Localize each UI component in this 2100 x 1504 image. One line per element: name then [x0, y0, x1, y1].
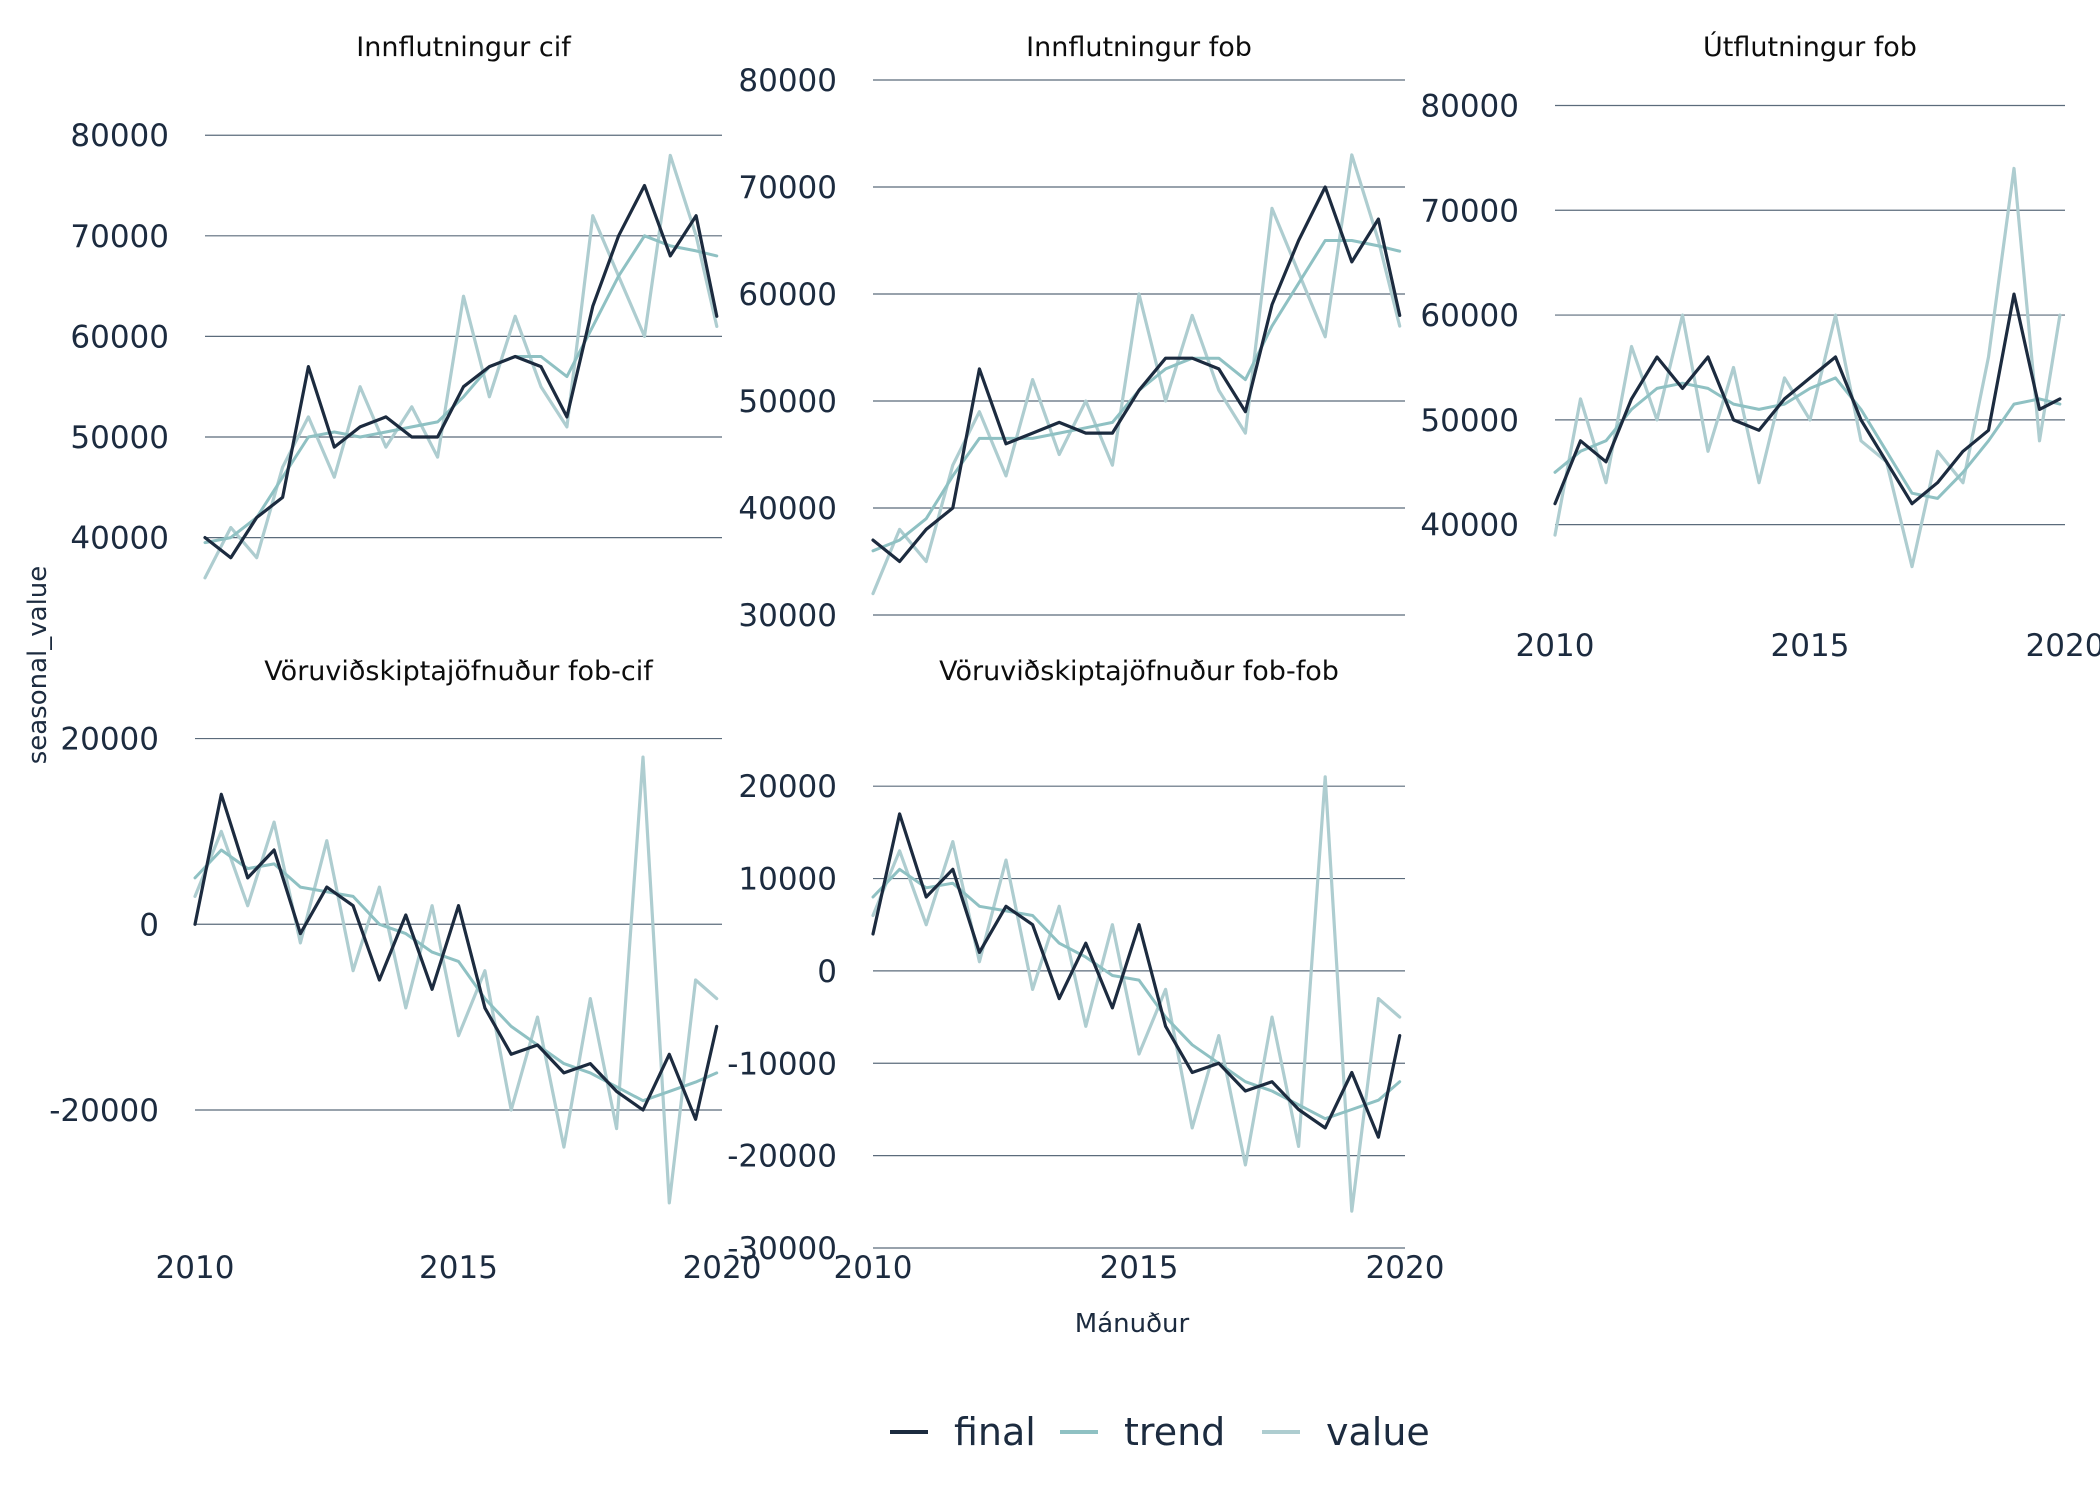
y-tick-label: 40000 — [70, 521, 169, 557]
y-tick-label: 70000 — [1420, 193, 1519, 229]
panel-title: Vöruviðskiptajöfnuður fob-cif — [264, 656, 654, 687]
y-tick-label: 50000 — [1420, 403, 1519, 439]
legend-label-final: final — [954, 1410, 1036, 1454]
series-line-final — [871, 812, 1402, 1139]
series-line-trend — [871, 867, 1402, 1121]
y-tick-label: 30000 — [738, 598, 837, 634]
y-tick-label: 50000 — [738, 384, 837, 420]
y-tick-label: 60000 — [70, 319, 169, 355]
y-tick-label: -10000 — [727, 1046, 837, 1082]
series-line-trend — [203, 234, 719, 545]
x-tick-label: 2010 — [156, 1250, 235, 1286]
panel-4: Vöruviðskiptajöfnuður fob-cif -20000 0 2000… — [49, 656, 761, 1286]
x-tick-label: 2015 — [1771, 628, 1850, 664]
series-line-trend — [193, 848, 719, 1103]
y-tick-label: 50000 — [70, 420, 169, 456]
x-tick-label: 2020 — [683, 1250, 762, 1286]
panel-title: Innflutningur cif — [356, 32, 572, 63]
panel-title: Innflutningur fob — [1026, 32, 1252, 63]
legend: final trend value — [890, 1410, 1430, 1454]
y-tick-label: -20000 — [727, 1139, 837, 1175]
panel-1: Innflutningur cif 40000 50000 60000 70000 800… — [70, 32, 722, 580]
series-line-value — [871, 775, 1402, 1213]
y-tick-label: 20000 — [738, 769, 837, 805]
series-line-final — [193, 792, 719, 1121]
series-line-trend — [1553, 376, 2062, 500]
series-line-value — [203, 153, 719, 580]
y-tick-label: 60000 — [1420, 298, 1519, 334]
y-tick-label: 80000 — [70, 118, 169, 154]
y-tick-label: 70000 — [738, 170, 837, 206]
x-tick-label: 2015 — [1100, 1250, 1179, 1286]
x-tick-label: 2015 — [419, 1250, 498, 1286]
x-tick-label: 2010 — [1516, 628, 1595, 664]
y-tick-label: 80000 — [738, 63, 837, 99]
y-axis-label: seasonal_value — [23, 566, 53, 765]
y-tick-label: 0 — [139, 907, 159, 943]
y-tick-label: -20000 — [49, 1093, 159, 1129]
panel-2: Innflutningur fob 30000 40000 50000 60000 700… — [738, 32, 1405, 634]
legend-label-trend: trend — [1124, 1410, 1225, 1454]
y-tick-label: 60000 — [738, 277, 837, 313]
panel-3: Útflutningur fob 40000 50000 60000 70000 8000… — [1420, 31, 2100, 664]
y-tick-label: 0 — [817, 954, 837, 990]
x-tick-label: 2020 — [2026, 628, 2100, 664]
x-axis-label: Mánuður — [1075, 1309, 1190, 1339]
legend-label-value: value — [1326, 1410, 1430, 1454]
y-tick-label: 20000 — [60, 722, 159, 758]
y-tick-label: 80000 — [1420, 88, 1519, 124]
panel-5: Vöruviðskiptajöfnuður fob-fob -30000 -2000… — [727, 656, 1444, 1286]
y-tick-label: 10000 — [738, 862, 837, 898]
y-tick-label: 40000 — [1420, 508, 1519, 544]
y-tick-label: 40000 — [738, 491, 837, 527]
y-tick-label: 70000 — [70, 219, 169, 255]
series-line-final — [203, 183, 719, 560]
series-line-final — [1553, 292, 2062, 506]
x-tick-label: 2010 — [834, 1250, 913, 1286]
series-line-value — [1553, 166, 2062, 569]
panel-title: Vöruviðskiptajöfnuður fob-fob — [939, 656, 1339, 687]
panel-title: Útflutningur fob — [1703, 31, 1917, 63]
series-line-final — [871, 185, 1402, 564]
x-tick-label: 2020 — [1366, 1250, 1445, 1286]
series-line-value — [871, 153, 1402, 596]
y-tick-label: -30000 — [727, 1231, 837, 1267]
series-line-value — [193, 755, 719, 1205]
